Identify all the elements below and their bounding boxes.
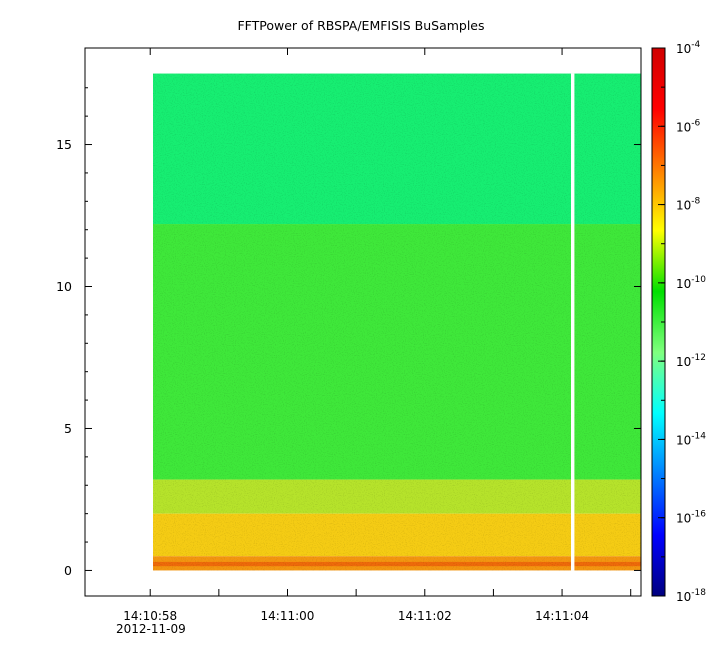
colorbar-tick-label: 10-12 [676,353,706,369]
colorbar-tick-label: 10-8 [676,197,701,213]
x-axis-date-label: 2012-11-09 [116,622,186,636]
colorbar-tick-label: 10-6 [676,118,701,134]
plot-area [84,47,642,597]
y-tick-label: 0 [64,563,72,578]
chart-title: FFTPower of RBSPA/EMFISIS BuSamples [237,18,484,33]
colorbar-tick-label: 10-10 [676,275,706,291]
y-tick-label: 15 [56,137,72,152]
x-axis: 14:10:58 14:11:00 14:11:02 14:11:04 [123,48,632,623]
colorbar: 10-4 10-6 10-8 10-10 10-12 10-14 10-16 10-18 [651,40,706,604]
colorbar-tick-label: 10-18 [676,588,706,604]
colorbar-tick-label: 10-16 [676,510,706,526]
y-tick-label: 5 [64,421,72,436]
x-tick-label: 14:11:00 [261,609,315,623]
y-tick-label: 10 [56,279,72,294]
spectrogram-noise [152,73,641,571]
colorbar-ticks: 10-4 10-6 10-8 10-10 10-12 10-14 10-16 10-18 [658,40,706,604]
x-tick-label: 14:11:04 [535,609,589,623]
colorbar-tick-label: 10-14 [676,431,706,447]
x-tick-label: 14:10:58 [123,609,177,623]
colorbar-tick-label: 10-4 [676,40,701,56]
data-gap [570,73,575,571]
plot-border [84,47,642,597]
y-axis: 0 5 10 15 [56,87,641,578]
x-tick-label: 14:11:02 [398,609,452,623]
